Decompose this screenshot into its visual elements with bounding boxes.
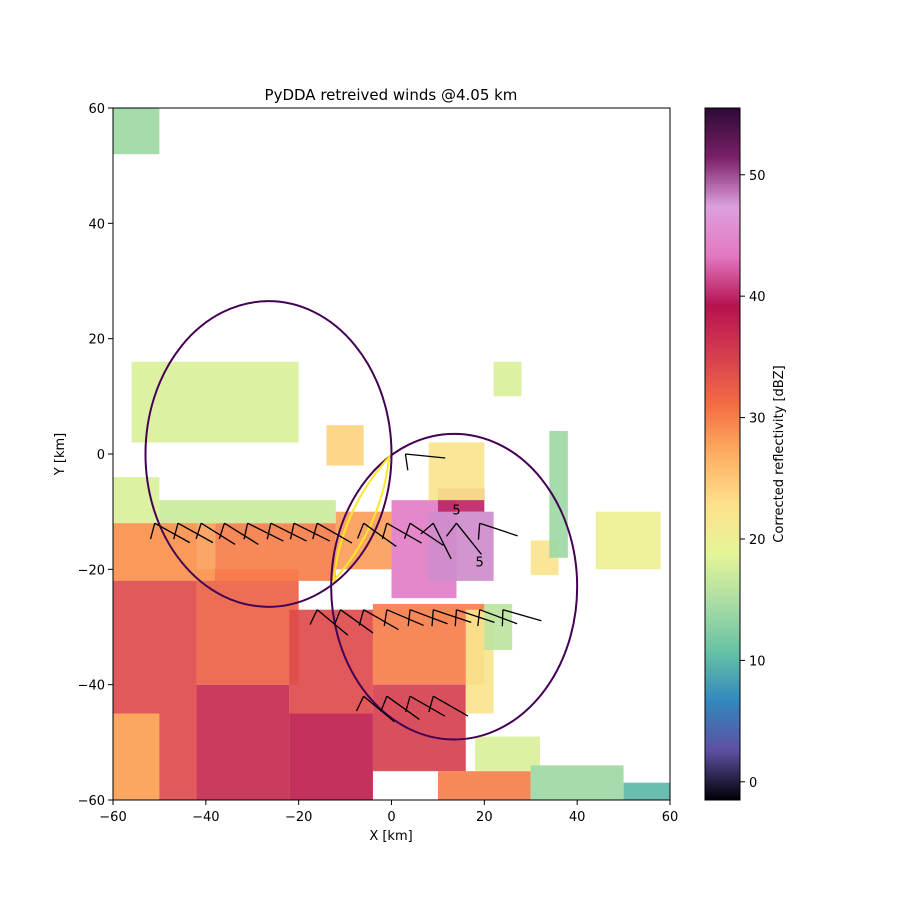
reflectivity-field — [113, 108, 670, 800]
reflectivity-cell — [113, 713, 160, 800]
plot-area: 55 — [113, 108, 670, 800]
y-tick-label: 20 — [88, 333, 105, 348]
x-tick-label: 0 — [387, 810, 395, 825]
wind-barb — [420, 522, 452, 560]
wind-barb — [358, 609, 399, 631]
wind-barb — [266, 522, 307, 542]
x-tick-label: 20 — [476, 810, 493, 825]
wind-barb — [149, 522, 191, 544]
colorbar-tick-label: 50 — [749, 169, 766, 184]
wind-barb — [407, 609, 448, 627]
wind-barb — [173, 522, 214, 544]
wind-barb — [218, 522, 259, 545]
contour-label: 5 — [476, 555, 484, 570]
y-tick-label: 0 — [97, 448, 105, 463]
y-axis-label: Y [km] — [53, 433, 68, 476]
wind-barb — [333, 609, 374, 634]
reflectivity-cell — [475, 736, 541, 772]
wind-barb — [357, 522, 397, 547]
beam-crossing-lens — [332, 453, 391, 584]
reflectivity-cell — [159, 500, 336, 524]
reflectivity-cell — [289, 609, 373, 714]
colorbar-tick-label: 10 — [749, 654, 766, 669]
contour-labels: 55 — [452, 504, 483, 571]
reflectivity-cell — [326, 425, 364, 466]
beam-lens — [332, 453, 391, 584]
wind-barb — [477, 609, 518, 627]
wind-barb — [309, 609, 349, 636]
reflectivity-cell — [428, 511, 494, 581]
reflectivity-cell — [530, 765, 624, 800]
reflectivity-cell — [113, 477, 160, 524]
wind-barbs — [149, 453, 542, 723]
colorbar-tick-label: 40 — [749, 290, 766, 305]
colorbar-tick-label: 30 — [749, 412, 766, 427]
reflectivity-cell — [437, 771, 531, 800]
wind-barb — [312, 522, 353, 544]
reflectivity-cell — [196, 569, 299, 685]
reflectivity-cell — [549, 430, 568, 558]
y-tick-label: −60 — [78, 794, 105, 809]
wind-barb — [403, 522, 444, 546]
y-tick-label: 40 — [88, 217, 105, 232]
x-tick-label: −20 — [285, 810, 312, 825]
colorbar-tick-label: 0 — [749, 776, 757, 791]
wind-barb — [454, 609, 495, 627]
colorbar — [704, 107, 741, 801]
wind-barb — [383, 609, 424, 627]
reflectivity-cell — [428, 442, 485, 501]
x-tick-label: 40 — [569, 810, 586, 825]
wind-barb — [243, 522, 284, 542]
reflectivity-cell — [113, 523, 216, 581]
x-tick-label: −60 — [99, 810, 126, 825]
reflectivity-cell — [289, 713, 373, 800]
wind-barb — [404, 453, 446, 471]
wind-barb — [428, 695, 469, 717]
wind-barb — [355, 695, 395, 723]
chart-title: PyDDA retreived winds @4.05 km — [265, 86, 518, 104]
wind-barb — [501, 609, 542, 627]
y-tick-label: −40 — [78, 679, 105, 694]
reflectivity-cell — [595, 511, 661, 570]
colorbar-ticks: 0 10 20 30 40 50 — [740, 169, 766, 791]
x-tick-label: 60 — [662, 810, 679, 825]
reflectivity-cell — [372, 684, 466, 772]
wind-barb — [477, 522, 518, 540]
y-axis-ticks: −60 −40 −20 0 20 40 60 — [78, 102, 113, 809]
x-axis-label: X [km] — [369, 829, 412, 844]
wind-barb — [380, 695, 420, 720]
wind-barb — [289, 522, 331, 542]
y-tick-label: 60 — [88, 102, 105, 117]
colorbar-label: Corrected reflectivity [dBZ] — [772, 365, 787, 542]
reflectivity-cell — [113, 108, 160, 155]
reflectivity-cell — [493, 361, 522, 397]
reflectivity-cell — [131, 361, 299, 443]
contour-label: 5 — [452, 504, 460, 519]
wind-barb — [195, 522, 236, 545]
x-tick-label: −40 — [192, 810, 219, 825]
reflectivity-cell — [196, 684, 290, 800]
lobe-contours — [144, 300, 579, 741]
wind-barb — [431, 609, 472, 627]
reflectivity-cell — [215, 523, 336, 581]
colorbar-tick-label: 20 — [749, 533, 766, 548]
wind-barb — [445, 522, 482, 555]
x-axis-ticks: −60 −40 −20 0 20 40 60 — [99, 800, 678, 825]
wind-barb — [404, 695, 446, 717]
y-tick-label: −20 — [78, 563, 105, 578]
wind-barb — [381, 522, 422, 544]
reflectivity-cell — [623, 782, 670, 800]
lobe-lower-right — [330, 432, 579, 741]
